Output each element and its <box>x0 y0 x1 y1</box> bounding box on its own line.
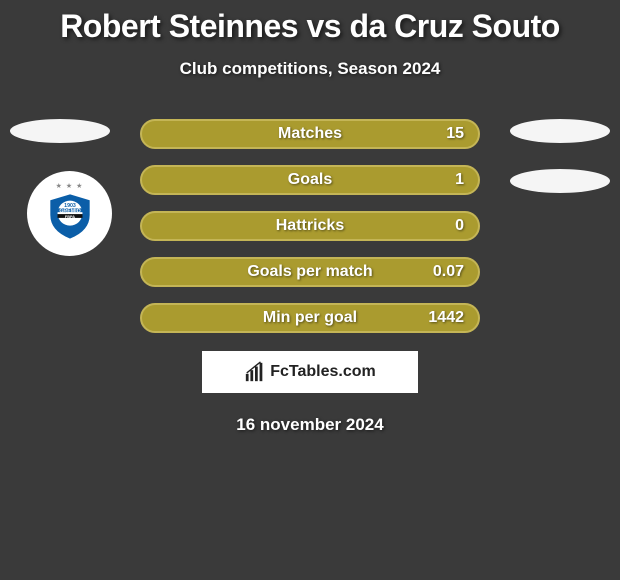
stat-label: Matches <box>142 125 478 143</box>
subtitle: Club competitions, Season 2024 <box>0 45 620 79</box>
stat-row-goals: Goals 1 <box>140 165 480 195</box>
stat-row-hattricks: Hattricks 0 <box>140 211 480 241</box>
badge-year: 1903 <box>64 202 76 208</box>
stat-value-right: 15 <box>446 125 464 143</box>
badge-sub: FBPA <box>64 214 74 218</box>
chart-icon <box>244 361 266 383</box>
comparison-area: ★ ★ ★ 1903 GRÊMIO FBPA Matches 15 Goals … <box>0 119 620 435</box>
stat-row-matches: Matches 15 <box>140 119 480 149</box>
stat-value-right: 0 <box>455 217 464 235</box>
club-badge: ★ ★ ★ 1903 GRÊMIO FBPA <box>27 171 112 256</box>
stat-label: Hattricks <box>142 217 478 235</box>
player-right-slot-2 <box>510 169 610 193</box>
player-right-slot-1 <box>510 119 610 143</box>
stats-bars: Matches 15 Goals 1 Hattricks 0 Goals per… <box>140 119 480 333</box>
stat-value-right: 0.07 <box>433 263 464 281</box>
stat-value-right: 1442 <box>428 309 464 327</box>
stat-value-right: 1 <box>455 171 464 189</box>
player-left-slot-1 <box>10 119 110 143</box>
stat-label: Goals <box>142 171 478 189</box>
brand-text: FcTables.com <box>270 363 376 381</box>
date-text: 16 november 2024 <box>0 415 620 435</box>
club-badge-inner: ★ ★ ★ 1903 GRÊMIO FBPA <box>32 176 108 252</box>
stat-row-goals-per-match: Goals per match 0.07 <box>140 257 480 287</box>
club-shield-icon: 1903 GRÊMIO FBPA <box>44 192 96 240</box>
badge-stars-icon: ★ ★ ★ <box>56 182 84 190</box>
stat-label: Goals per match <box>142 263 478 281</box>
brand-box: FcTables.com <box>202 351 418 393</box>
stat-row-min-per-goal: Min per goal 1442 <box>140 303 480 333</box>
page-title: Robert Steinnes vs da Cruz Souto <box>0 0 620 45</box>
